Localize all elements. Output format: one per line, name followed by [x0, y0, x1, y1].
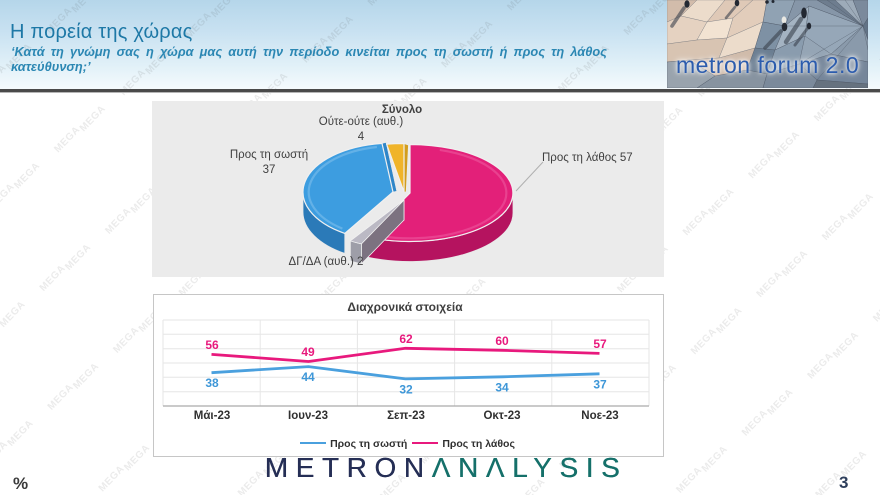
svg-text:38: 38: [205, 376, 219, 390]
svg-text:62: 62: [399, 332, 413, 346]
svg-text:44: 44: [301, 370, 315, 384]
svg-text:56: 56: [205, 338, 219, 352]
svg-text:Σεπ-23: Σεπ-23: [387, 410, 425, 422]
svg-text:57: 57: [593, 337, 607, 351]
svg-text:34: 34: [495, 380, 509, 394]
svg-text:32: 32: [399, 382, 413, 396]
svg-text:Νοε-23: Νοε-23: [581, 410, 618, 422]
svg-text:49: 49: [301, 345, 315, 359]
svg-text:Οκτ-23: Οκτ-23: [483, 410, 520, 422]
svg-text:37: 37: [593, 377, 607, 391]
svg-text:Μάι-23: Μάι-23: [194, 410, 230, 422]
svg-text:60: 60: [495, 334, 509, 348]
svg-text:Ιουν-23: Ιουν-23: [288, 410, 328, 422]
